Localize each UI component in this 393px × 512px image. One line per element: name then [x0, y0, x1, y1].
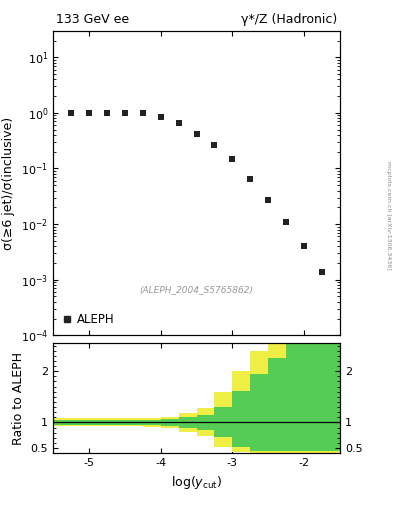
Y-axis label: Ratio to ALEPH: Ratio to ALEPH: [12, 352, 25, 444]
Text: γ*/Z (Hadronic): γ*/Z (Hadronic): [241, 13, 337, 26]
Text: mcplots.cern.ch [arXiv:1306.3436]: mcplots.cern.ch [arXiv:1306.3436]: [386, 161, 391, 269]
Y-axis label: σ(≥6 jet)/σ(inclusive): σ(≥6 jet)/σ(inclusive): [2, 116, 15, 250]
Legend: ALEPH: ALEPH: [59, 309, 118, 329]
X-axis label: log($y_{\rm cut}$): log($y_{\rm cut}$): [171, 474, 222, 490]
Text: (ALEPH_2004_S5765862): (ALEPH_2004_S5765862): [140, 285, 253, 294]
Text: 133 GeV ee: 133 GeV ee: [56, 13, 129, 26]
